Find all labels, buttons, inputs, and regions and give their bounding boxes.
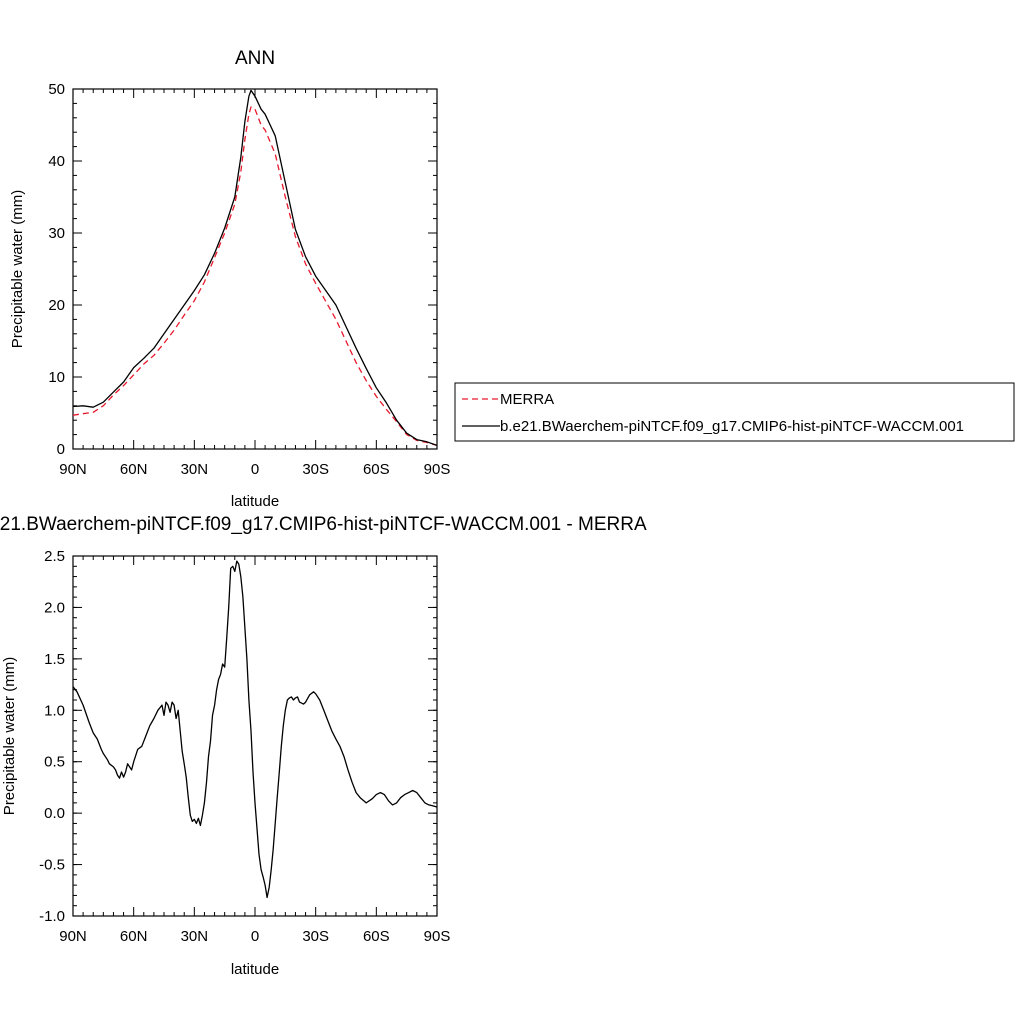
x-tick-label: 30S	[302, 461, 329, 478]
x-axis-label: latitude	[231, 961, 279, 978]
y-tick-label: 0.0	[44, 805, 65, 822]
x-tick-label: 30N	[181, 928, 209, 945]
legend-box	[454, 382, 1015, 442]
x-tick-label: 90N	[59, 461, 87, 478]
plot-frame	[72, 555, 438, 917]
diff-plot-title: b.e21.BWaerchem-piNTCF.f09_g17.CMIP6-his…	[0, 514, 647, 535]
y-axis-label: Precipitable water (mm)	[1, 657, 18, 815]
series-line-difference	[72, 560, 438, 899]
y-tick-label: 2.0	[44, 599, 65, 616]
x-axis-label: latitude	[231, 493, 279, 510]
y-axis-label: Precipitable water (mm)	[9, 190, 26, 348]
series-line-model	[72, 89, 438, 447]
y-tick-label: 1.0	[44, 702, 65, 719]
y-tick-label: 50	[48, 81, 65, 98]
y-tick-label: 0.5	[44, 754, 65, 771]
x-tick-label: 60S	[363, 461, 390, 478]
y-tick-label: 2.5	[44, 548, 65, 565]
series-line-merra	[72, 106, 438, 447]
y-tick-label: -1.0	[39, 908, 65, 925]
y-tick-label: 40	[48, 153, 65, 170]
x-tick-label: 60N	[120, 461, 148, 478]
x-tick-label: 0	[251, 928, 259, 945]
y-tick-label: 1.5	[44, 651, 65, 668]
x-tick-label: 90N	[59, 928, 87, 945]
legend-entry-merra: MERRA	[500, 391, 554, 408]
x-tick-label: 60S	[363, 928, 390, 945]
x-tick-label: 0	[251, 461, 259, 478]
x-tick-label: 30N	[181, 461, 209, 478]
x-tick-label: 90S	[424, 461, 451, 478]
legend-entry-model: b.e21.BWaerchem-piNTCF.f09_g17.CMIP6-his…	[500, 418, 964, 435]
y-tick-label: 0	[57, 441, 65, 458]
y-tick-label: 30	[48, 225, 65, 242]
x-tick-label: 30S	[302, 928, 329, 945]
x-tick-label: 90S	[424, 928, 451, 945]
x-tick-label: 60N	[120, 928, 148, 945]
y-tick-label: -0.5	[39, 857, 65, 874]
plot-title: ANN	[235, 48, 275, 69]
y-tick-label: 20	[48, 297, 65, 314]
plot-frame	[72, 88, 438, 450]
y-tick-label: 10	[48, 369, 65, 386]
